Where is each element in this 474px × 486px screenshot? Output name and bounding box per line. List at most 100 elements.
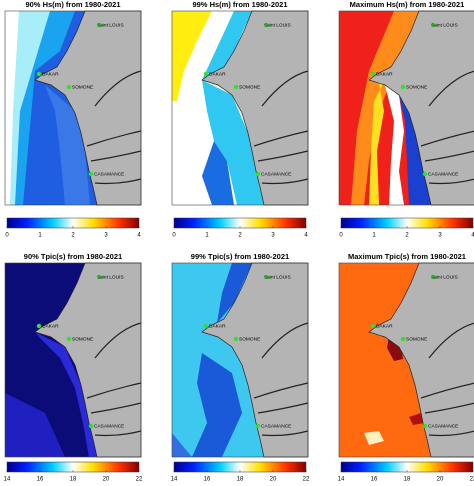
map-frame — [171, 10, 309, 206]
colorbar-tick-label: 20 — [437, 477, 444, 483]
river — [86, 382, 142, 399]
place-marker — [255, 423, 261, 429]
colorbar-tick-label: 16 — [204, 477, 211, 483]
place-marker — [400, 84, 406, 90]
place-label: SOMONE — [406, 84, 427, 90]
colorbar-tick-label: 0 — [5, 233, 9, 239]
river — [428, 178, 474, 185]
place-marker — [66, 336, 72, 342]
sea-zone — [5, 393, 65, 457]
sea-zone — [35, 332, 97, 457]
sea-zone — [385, 85, 404, 205]
panel-title: Maximum Hs(m) from 1980-2021 — [350, 0, 465, 9]
place-marker — [36, 71, 42, 77]
map: Saint LOUIS DAKAR SOMONE CASAMANCE — [171, 262, 309, 458]
colorbar-tick-label: 18 — [70, 477, 77, 483]
colorbar-tick-label: 3 — [104, 233, 108, 239]
sea-zone — [172, 433, 192, 457]
river — [90, 150, 142, 162]
colorbar-tick-label: 3 — [271, 233, 275, 239]
river — [428, 430, 474, 437]
place-label: CASAMANCE — [261, 171, 291, 177]
place-label: DAKAR — [376, 323, 393, 329]
sea-zone — [202, 80, 264, 205]
river — [261, 70, 309, 107]
river — [94, 430, 142, 437]
colorbar-tick-label: 4 — [304, 233, 308, 239]
place-label: DAKAR — [42, 71, 59, 77]
colorbar-tick-label: 4 — [471, 233, 474, 239]
sea-zone — [409, 413, 424, 425]
map-frame — [338, 10, 474, 206]
panel-title: 99% Tpic(s) from 1980-2021 — [191, 252, 289, 261]
map: Saint LOUIS DAKAR SOMONE CASAMANCE — [4, 10, 142, 206]
place-marker — [255, 171, 261, 177]
colorbar-tick-label: 22 — [470, 477, 474, 483]
river — [90, 402, 142, 414]
colorbar-tick-label: 1 — [205, 233, 209, 239]
river — [253, 382, 309, 399]
river — [420, 382, 474, 399]
panel-title: 99% Hs(m) from 1980-2021 — [192, 0, 287, 9]
river — [428, 70, 474, 107]
river — [253, 130, 309, 147]
place-label: CASAMANCE — [261, 423, 291, 429]
map: Saint LOUIS DAKAR SOMONE CASAMANCE — [171, 10, 309, 206]
map-frame — [338, 262, 474, 458]
place-label: CASAMANCE — [428, 171, 458, 177]
sea-zone — [369, 51, 401, 205]
place-label: CASAMANCE — [94, 423, 124, 429]
sea-zone — [399, 95, 431, 205]
place-marker — [88, 423, 94, 429]
place-label: DAKAR — [209, 71, 226, 77]
place-marker — [422, 423, 428, 429]
place-label: CASAMANCE — [428, 423, 458, 429]
colorbar-tick-label: 22 — [136, 477, 143, 483]
colorbar-tick-label: 16 — [37, 477, 44, 483]
place-label: CASAMANCE — [94, 171, 124, 177]
place-marker — [97, 22, 103, 28]
river — [257, 150, 309, 162]
panel-title: 90% Hs(m) from 1980-2021 — [25, 0, 120, 9]
place-label: Saint LOUIS — [97, 274, 124, 280]
colorbar-tick-label: 0 — [339, 233, 343, 239]
place-marker — [370, 71, 376, 77]
river — [261, 322, 309, 359]
colorbar-tick-label: 3 — [438, 233, 442, 239]
place-marker — [233, 84, 239, 90]
sea-zone — [351, 11, 419, 205]
place-marker — [97, 274, 103, 280]
colorbar-tick-label: 14 — [4, 477, 11, 483]
place-marker — [203, 71, 209, 77]
colorbar-tick-label: 18 — [404, 477, 411, 483]
place-marker — [88, 171, 94, 177]
sea-zone — [5, 11, 19, 205]
river — [94, 322, 142, 359]
place-marker — [36, 323, 42, 329]
place-label: Saint LOUIS — [431, 274, 458, 280]
place-marker — [431, 274, 437, 280]
place-marker — [264, 274, 270, 280]
sea-zone — [364, 431, 384, 445]
colorbar-tick-label: 20 — [103, 477, 110, 483]
colorbar-tick-label: 0 — [172, 233, 176, 239]
colorbar-tick-label: 2 — [71, 233, 75, 239]
colorbar-tick-label: 2 — [238, 233, 242, 239]
place-marker — [400, 336, 406, 342]
river — [424, 150, 474, 162]
map-frame — [4, 262, 142, 458]
colorbar-tick-label: 1 — [372, 233, 376, 239]
place-label: Saint LOUIS — [431, 22, 458, 28]
place-marker — [264, 22, 270, 28]
map-frame — [171, 262, 309, 458]
place-marker — [431, 22, 437, 28]
river — [261, 430, 309, 437]
place-label: SOMONE — [239, 336, 260, 342]
panel-title: Maximum Tpic(s) from 1980-2021 — [348, 252, 466, 261]
place-label: DAKAR — [376, 71, 393, 77]
sea-zone — [5, 11, 50, 205]
colorbar-tick-label: 18 — [237, 477, 244, 483]
sea-zone — [202, 11, 252, 80]
place-label: SOMONE — [239, 84, 260, 90]
